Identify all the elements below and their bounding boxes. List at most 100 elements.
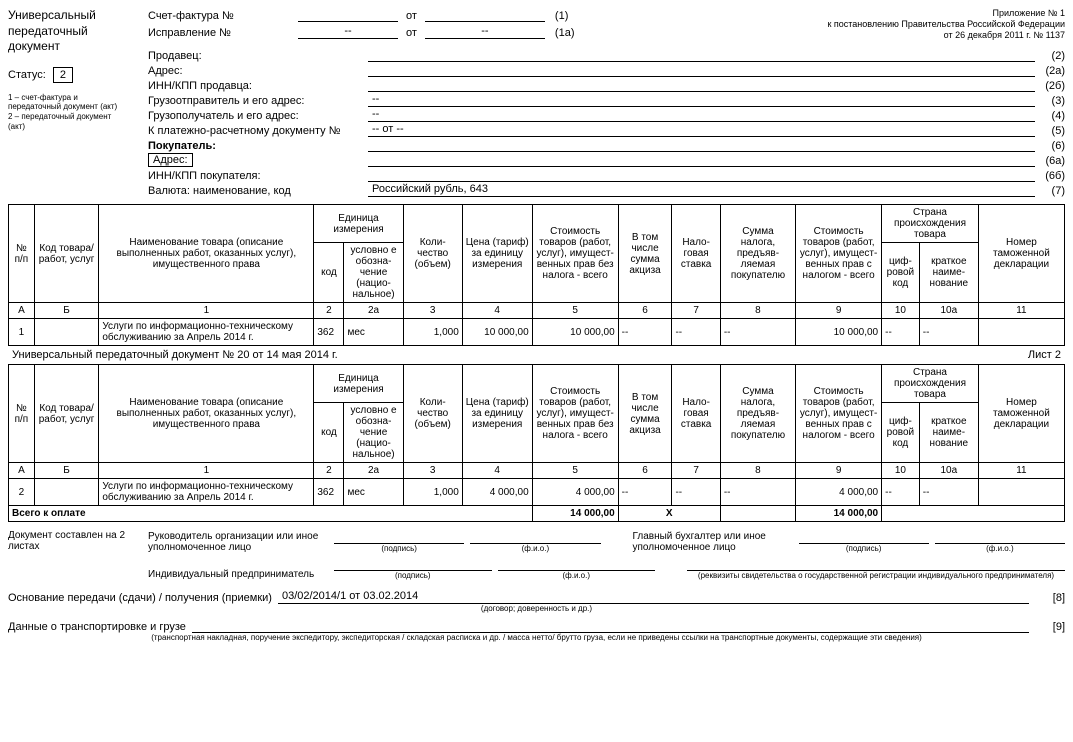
col-price: Цена (тариф) за единицу измерения xyxy=(462,365,532,463)
signatures-area: Документ составлен на 2 листах Руководит… xyxy=(8,530,1065,584)
sign-sublabel: (подпись) xyxy=(334,544,464,553)
col-unit-code: код xyxy=(314,403,344,463)
ruk-sign-line xyxy=(334,530,464,544)
seller-field-value xyxy=(368,78,1035,92)
seller-field-label: Адрес: xyxy=(148,65,368,77)
col-country: Страна происхождения товара xyxy=(882,365,979,403)
ruk-fio-line xyxy=(470,530,600,544)
ip-label: Индивидуальный предприниматель xyxy=(148,569,328,580)
basis-row: Основание передачи (сдачи) / получения (… xyxy=(8,590,1065,604)
gb-sign-line xyxy=(799,530,929,544)
corr-date-field: -- xyxy=(425,25,545,39)
seller-row: Грузополучатель и его адрес:--(4) xyxy=(148,108,1065,122)
seller-field-code: (2а) xyxy=(1035,65,1065,77)
seller-field-code: (7) xyxy=(1035,185,1065,197)
corr-from: от xyxy=(398,27,425,39)
table-row: 2 Услуги по информационно-техническому о… xyxy=(9,479,1065,506)
col-rate: Нало­говая ставка xyxy=(672,205,720,303)
page-2-title: Универсальный передаточный документ № 20… xyxy=(12,349,338,361)
col-sum-t: Стоимость товаров (работ, услуг), имущес… xyxy=(796,205,882,303)
sf-number-field xyxy=(298,8,398,22)
col-rate: Нало­говая ставка xyxy=(672,365,720,463)
transport-sublabel: (транспортная накладная, поручение экспе… xyxy=(8,633,1065,642)
seller-field-code: (6б) xyxy=(1035,170,1065,182)
status-footnote: 1 – счет-фактура и передаточный документ… xyxy=(8,93,128,131)
seller-field-label: К платежно-расчетному документу № xyxy=(148,125,368,137)
col-unit-name: условно е обозна­чение (нацио­нальное) xyxy=(344,243,403,303)
seller-row: Адрес: (2а) xyxy=(148,63,1065,77)
col-tax: Сумма налога, предъяв­ляемая покупателю xyxy=(720,205,795,303)
fio-sublabel: (ф.и.о.) xyxy=(470,544,600,553)
corr-label: Исправление № xyxy=(148,27,298,39)
col-decl: Номер таможенной декларации xyxy=(978,205,1064,303)
totals-row: Всего к оплате 14 000,00 X 14 000,00 xyxy=(9,506,1065,522)
col-excise: В том числе сумма акциза xyxy=(618,205,672,303)
col-name: Наименование товара (описание выполненны… xyxy=(99,205,314,303)
column-letters-row: АБ1 22а3 456 789 1010а11 xyxy=(9,463,1065,479)
appendix-note: Приложение № 1 к постановлению Правитель… xyxy=(827,8,1065,42)
col-unit: Единица измерения xyxy=(314,205,403,243)
col-country-name: краткое наиме­нование xyxy=(919,403,978,463)
col-qty: Коли­чество (объем) xyxy=(403,205,462,303)
ip-fio-line xyxy=(498,557,656,571)
basis-code: [8] xyxy=(1035,592,1065,604)
col-sum-nt: Стоимость товаров (работ, услуг), имущес… xyxy=(532,365,618,463)
col-qty: Коли­чество (объем) xyxy=(403,365,462,463)
col-sum-t: Стоимость товаров (работ, услуг), имущес… xyxy=(796,365,882,463)
items-table-2: № п/п Код товара/ работ, услуг Наименова… xyxy=(8,364,1065,522)
seller-row: Продавец:(2) xyxy=(148,48,1065,62)
fio-sublabel: (ф.и.о.) xyxy=(498,571,656,580)
fio-sublabel: (ф.и.о.) xyxy=(935,544,1065,553)
corr-code: (1а) xyxy=(545,27,575,39)
seller-field-label: Грузополучатель и его адрес: xyxy=(148,110,368,122)
col-tax: Сумма налога, предъяв­ляемая покупателю xyxy=(720,365,795,463)
seller-field-value xyxy=(368,153,1035,167)
seller-field-value xyxy=(368,138,1035,152)
gb-label: Главный бухгалтер или иное уполномоченно… xyxy=(633,531,793,553)
seller-field-value: -- от -- xyxy=(368,123,1035,137)
sf-from: от xyxy=(398,10,425,22)
seller-row: ИНН/КПП продавца: (2б) xyxy=(148,78,1065,92)
seller-field-value: -- xyxy=(368,93,1035,107)
col-code: Код товара/ работ, услуг xyxy=(34,365,99,463)
seller-field-label: Валюта: наименование, код xyxy=(148,185,368,197)
sign-sublabel: (подпись) xyxy=(334,571,492,580)
col-price: Цена (тариф) за единицу измерения xyxy=(462,205,532,303)
col-unit-name: условно е обозна­чение (нацио­нальное) xyxy=(344,403,403,463)
col-code: Код товара/ работ, услуг xyxy=(34,205,99,303)
col-excise: В том числе сумма акциза xyxy=(618,365,672,463)
rekv-sublabel: (реквизиты свидетельства о государственн… xyxy=(687,571,1065,580)
seller-field-code: (4) xyxy=(1035,110,1065,122)
sf-code: (1) xyxy=(545,10,568,22)
seller-row: ИНН/КПП покупателя: (6б) xyxy=(148,168,1065,182)
header-area: Универсальный передаточный документ Стат… xyxy=(8,8,1065,198)
seller-field-label: ИНН/КПП покупателя: xyxy=(148,170,368,182)
seller-field-value: -- xyxy=(368,108,1035,122)
seller-field-label: ИНН/КПП продавца: xyxy=(148,80,368,92)
seller-field-value xyxy=(368,168,1035,182)
seller-field-label: Продавец: xyxy=(148,50,368,62)
main-header: Счет-фактура № от (1) Исправление № -- о… xyxy=(148,8,1065,198)
invoice-number-block: Счет-фактура № от (1) Исправление № -- о… xyxy=(148,8,827,42)
ip-rekv-line xyxy=(687,557,1065,571)
basis-sublabel: (договор; доверенность и др.) xyxy=(8,604,1065,613)
col-sum-nt: Стоимость товаров (работ, услуг), имущес… xyxy=(532,205,618,303)
col-num: № п/п xyxy=(9,205,35,303)
col-country-code: циф­ро­вой код xyxy=(882,403,920,463)
col-decl: Номер таможенной декларации xyxy=(978,365,1064,463)
sign-sublabel: (подпись) xyxy=(799,544,929,553)
basis-label: Основание передачи (сдачи) / получения (… xyxy=(8,592,272,604)
seller-row: Валюта: наименование, кодРоссийский рубл… xyxy=(148,183,1065,197)
sf-date-field xyxy=(425,8,545,22)
transport-code: [9] xyxy=(1035,621,1065,633)
seller-field-code: (3) xyxy=(1035,95,1065,107)
left-column: Универсальный передаточный документ Стат… xyxy=(8,8,128,198)
sf-label: Счет-фактура № xyxy=(148,10,298,22)
col-country-code: циф­ро­вой код xyxy=(882,243,920,303)
seller-row: Грузоотправитель и его адрес:--(3) xyxy=(148,93,1065,107)
seller-field-code: (2б) xyxy=(1035,80,1065,92)
seller-field-label: Адрес: xyxy=(148,153,368,167)
items-table-1: № п/п Код товара/ работ, услуг Наименова… xyxy=(8,204,1065,346)
status-value: 2 xyxy=(53,67,73,83)
seller-buyer-block: Продавец:(2) Адрес: (2а) ИНН/КПП продавца: (… xyxy=(148,48,1065,197)
